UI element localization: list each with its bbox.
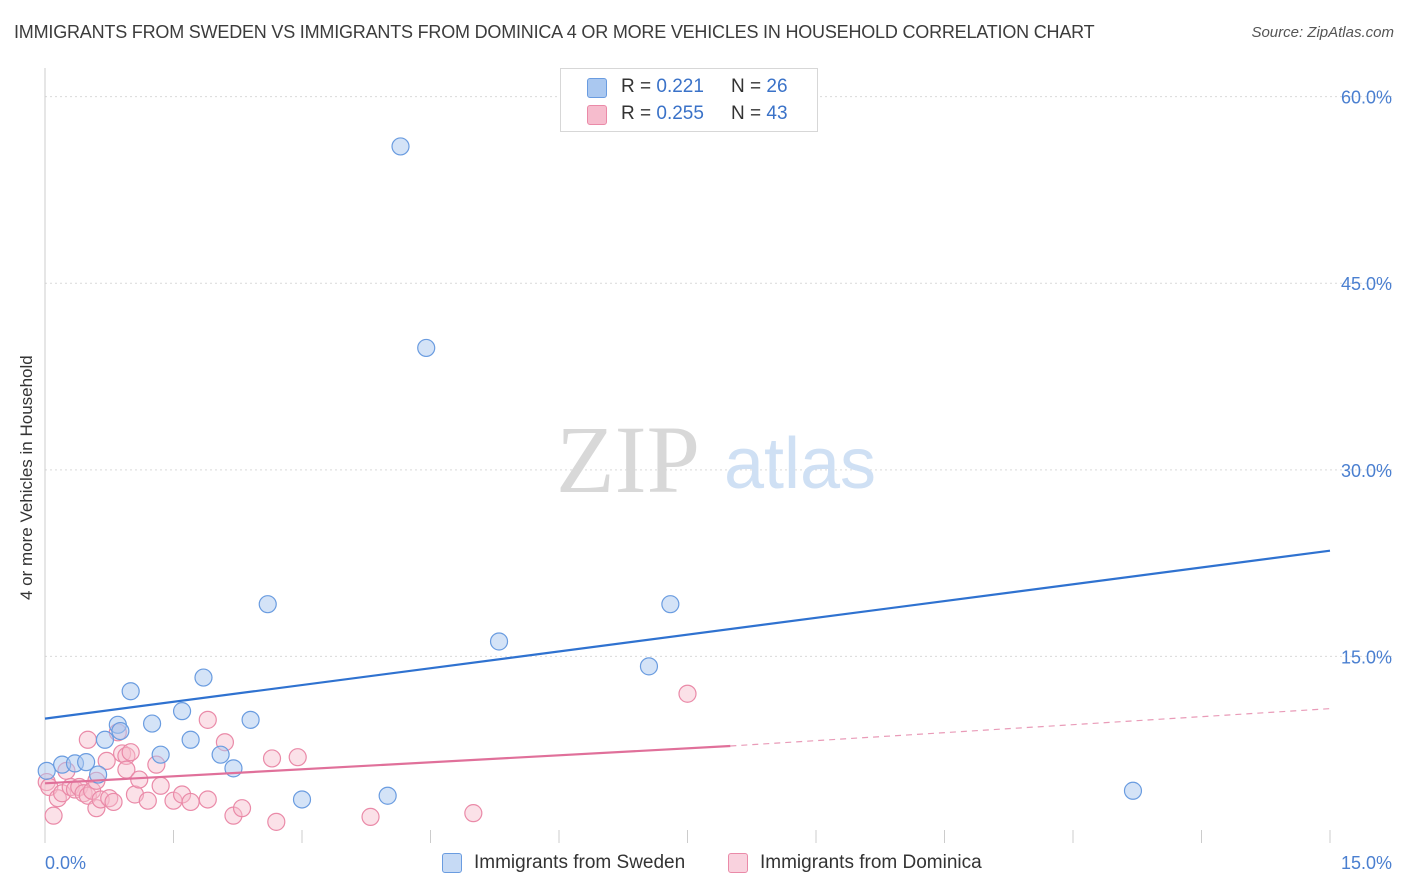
dominica-point bbox=[181, 792, 200, 812]
dominica-trend-extension bbox=[730, 708, 1331, 747]
sweden-point bbox=[89, 765, 108, 784]
sweden-point bbox=[292, 790, 312, 809]
sweden-point bbox=[211, 745, 230, 764]
sweden-point bbox=[258, 595, 277, 614]
legend-swatch-dominica bbox=[587, 105, 607, 125]
dominica-point bbox=[121, 743, 140, 762]
sweden-point bbox=[378, 786, 397, 805]
dominica-point bbox=[151, 776, 170, 795]
dominica-trend-line bbox=[44, 744, 731, 785]
dominica-point bbox=[232, 799, 252, 818]
sweden-point bbox=[151, 745, 170, 764]
sweden-point bbox=[639, 657, 659, 676]
dominica-point bbox=[267, 812, 286, 831]
x-tick-label: 0.0% bbox=[45, 853, 86, 873]
series-swatch-sweden bbox=[442, 853, 462, 873]
dominica-point bbox=[262, 749, 282, 768]
legend-r-label: R = bbox=[621, 76, 657, 97]
sweden-point bbox=[391, 137, 410, 156]
legend-n-sweden: N = 26 bbox=[731, 76, 788, 98]
legend-r-value: 0.255 bbox=[656, 103, 704, 124]
y-tick-label: 60.0% bbox=[1341, 88, 1392, 108]
sweden-trend-line bbox=[44, 549, 1331, 720]
source-credit: Source: ZipAtlas.com bbox=[1251, 24, 1394, 41]
dominica-point bbox=[464, 804, 483, 823]
dominica-point bbox=[678, 684, 697, 703]
legend-swatch-sweden bbox=[587, 78, 607, 98]
sweden-point bbox=[121, 682, 140, 701]
dominica-point bbox=[288, 748, 307, 767]
sweden-point bbox=[417, 338, 436, 358]
series-label-sweden: Immigrants from Sweden bbox=[474, 852, 686, 873]
legend-n-dominica: N = 43 bbox=[731, 103, 788, 125]
x-tick-label: 15.0% bbox=[1341, 853, 1392, 873]
watermark: ZIP atlas bbox=[556, 406, 876, 513]
series-label-dominica: Immigrants from Dominica bbox=[760, 852, 982, 873]
sweden-point bbox=[1123, 781, 1143, 800]
chart-title: IMMIGRANTS FROM SWEDEN VS IMMIGRANTS FRO… bbox=[14, 22, 1095, 42]
sweden-point bbox=[95, 730, 115, 749]
y-tick-label: 45.0% bbox=[1341, 274, 1392, 294]
sweden-point bbox=[172, 702, 192, 721]
dominica-point bbox=[104, 792, 123, 812]
legend-n-label: N = bbox=[731, 103, 767, 124]
dominica-point bbox=[78, 730, 97, 749]
sweden-points bbox=[37, 137, 1143, 809]
sweden-point bbox=[241, 710, 260, 729]
sweden-point bbox=[111, 721, 130, 741]
dominica-point bbox=[44, 806, 63, 825]
legend-n-value: 26 bbox=[766, 76, 788, 97]
dominica-point bbox=[198, 790, 217, 809]
legend-r-dominica: R = 0.255 bbox=[621, 103, 704, 125]
dominica-point bbox=[361, 807, 380, 826]
trend-lines bbox=[44, 549, 1331, 785]
legend-r-label: R = bbox=[621, 103, 657, 124]
series-legend: Immigrants from Sweden Immigrants from D… bbox=[0, 852, 1406, 876]
sweden-point bbox=[194, 668, 213, 687]
series-swatch-dominica bbox=[728, 853, 748, 873]
y-tick-label: 15.0% bbox=[1341, 647, 1392, 667]
legend-r-value: 0.221 bbox=[656, 76, 704, 97]
axis-ticks: 15.0% 30.0% 45.0% 60.0% 0.0% 15.0% bbox=[45, 88, 1392, 873]
y-tick-label: 30.0% bbox=[1341, 461, 1392, 481]
sweden-point bbox=[181, 730, 200, 749]
legend-n-label: N = bbox=[731, 76, 767, 97]
dominica-point bbox=[138, 791, 157, 810]
dominica-point bbox=[97, 751, 116, 771]
dominica-point bbox=[198, 710, 217, 729]
dominica-point bbox=[87, 799, 106, 818]
legend-n-value: 43 bbox=[766, 103, 788, 124]
watermark-atlas: atlas bbox=[724, 424, 876, 504]
correlation-legend: R = 0.221 N = 26 R = 0.255 N = 43 bbox=[560, 68, 818, 132]
sweden-point bbox=[142, 714, 162, 733]
watermark-zip: ZIP bbox=[556, 406, 700, 513]
sweden-point bbox=[661, 595, 680, 614]
dominica-points bbox=[37, 684, 697, 831]
sweden-point bbox=[77, 753, 96, 772]
gridlines bbox=[44, 68, 1392, 843]
sweden-point bbox=[489, 632, 509, 651]
legend-r-sweden: R = 0.221 bbox=[621, 76, 704, 98]
sweden-point bbox=[37, 761, 56, 780]
